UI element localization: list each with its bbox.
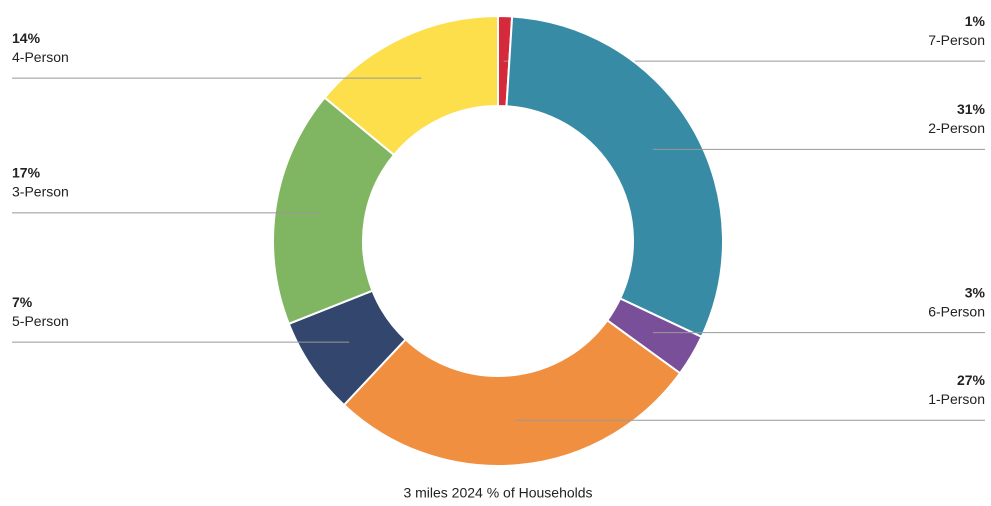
donut-segment	[505, 15, 724, 339]
chart-title: 3 miles 2024 % of Households	[403, 485, 592, 501]
category-label: 6-Person	[928, 303, 985, 319]
category-label: 3-Person	[12, 184, 69, 200]
value-label: 1%	[965, 13, 986, 29]
category-label: 5-Person	[12, 313, 69, 329]
value-label: 31%	[957, 101, 986, 117]
category-label: 7-Person	[928, 32, 985, 48]
category-label: 2-Person	[928, 120, 985, 136]
value-label: 3%	[965, 284, 986, 300]
category-label: 4-Person	[12, 49, 69, 65]
value-label: 17%	[12, 165, 41, 181]
donut-segment	[342, 318, 682, 467]
category-label: 1-Person	[928, 391, 985, 407]
donut-segment	[272, 96, 396, 326]
value-label: 7%	[12, 294, 33, 310]
value-label: 14%	[12, 30, 41, 46]
value-label: 27%	[957, 372, 986, 388]
donut-segment	[323, 14, 499, 157]
